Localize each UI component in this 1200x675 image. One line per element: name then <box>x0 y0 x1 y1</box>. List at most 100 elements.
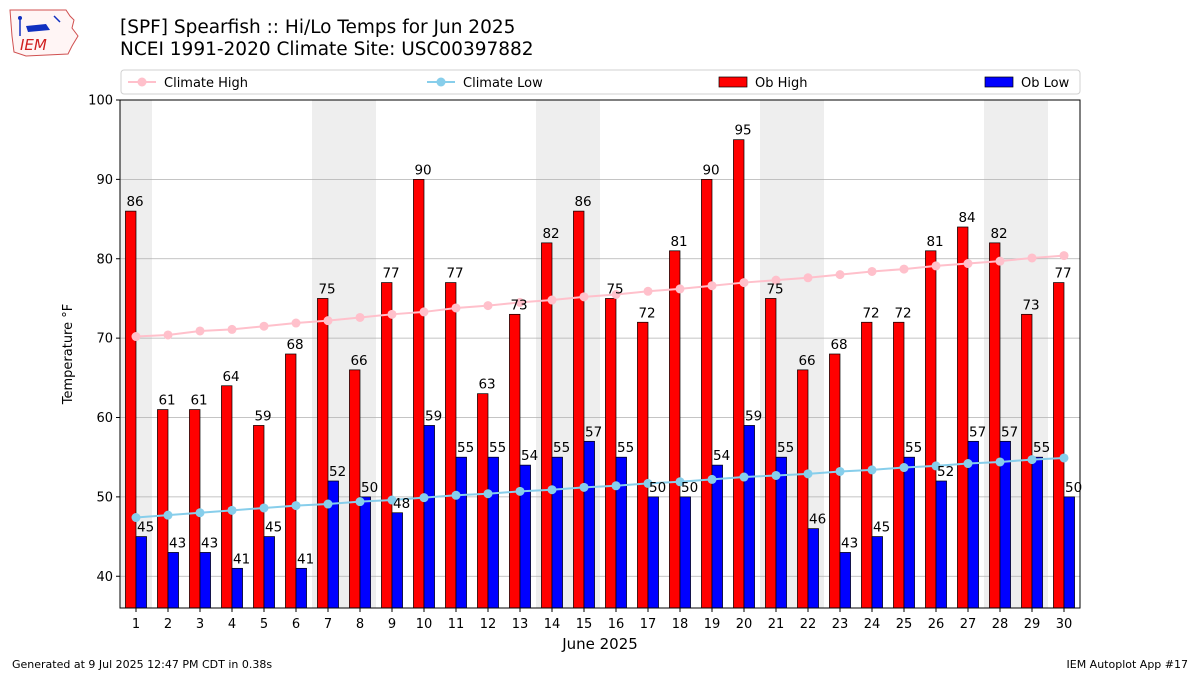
x-tick-label: 30 <box>1056 617 1073 632</box>
climate-high-point <box>867 266 877 276</box>
climate-high-point <box>291 318 301 328</box>
legend: Climate High Climate Low Ob High Ob Low <box>120 69 1081 95</box>
climate-high-point <box>1027 253 1037 263</box>
ob-low-bar <box>551 456 563 609</box>
legend-marker <box>436 77 446 87</box>
ob-high-bar <box>637 321 649 609</box>
x-tick-label: 25 <box>896 617 913 632</box>
climate-high-point <box>707 281 717 291</box>
ob-low-bar <box>935 480 947 609</box>
legend-bar-swatch <box>718 76 748 88</box>
x-tick-label: 27 <box>960 617 977 632</box>
x-tick-label: 20 <box>736 617 753 632</box>
ob-high-bar <box>157 409 169 609</box>
ob-low-bar <box>775 456 787 609</box>
ob-low-label: 41 <box>297 551 314 567</box>
ob-high-bar <box>925 250 937 609</box>
ob-low-label: 50 <box>361 480 378 496</box>
ob-low-label: 55 <box>617 440 634 456</box>
x-tick-label: 22 <box>800 617 817 632</box>
ob-high-label: 81 <box>670 234 687 250</box>
ob-low-bar <box>391 512 403 609</box>
ob-low-bar <box>807 528 819 609</box>
legend-box <box>120 69 1081 95</box>
ob-low-bar <box>423 425 435 609</box>
ob-low-label: 55 <box>777 440 794 456</box>
ob-low-label: 45 <box>137 520 154 536</box>
y-tick-label: 100 <box>88 94 113 109</box>
ob-low-bar <box>583 440 595 609</box>
ob-high-label: 64 <box>222 369 239 385</box>
ob-high-label: 77 <box>446 266 463 282</box>
ob-low-bar <box>903 456 915 609</box>
climate-high-point <box>131 332 141 342</box>
legend-bar-swatch <box>984 76 1014 88</box>
title-line-1: [SPF] Spearfish :: Hi/Lo Temps for Jun 2… <box>120 17 516 38</box>
footer-generated: Generated at 9 Jul 2025 12:47 PM CDT in … <box>12 658 273 671</box>
ob-high-bar <box>1053 282 1065 609</box>
y-tick-label: 70 <box>96 332 113 347</box>
ob-high-label: 73 <box>1022 297 1039 313</box>
ob-high-bar <box>477 393 489 609</box>
climate-high-point <box>771 275 781 285</box>
climate-high-point <box>259 321 269 331</box>
ob-high-bar <box>509 313 521 609</box>
ob-low-bar <box>519 464 531 609</box>
ob-high-bar <box>413 179 425 609</box>
ob-low-label: 55 <box>553 440 570 456</box>
ob-low-bar <box>295 567 307 609</box>
climate-low-point <box>867 465 877 475</box>
ob-low-label: 55 <box>489 440 506 456</box>
x-tick-label: 9 <box>388 617 396 632</box>
ob-high-label: 73 <box>510 297 527 313</box>
ob-high-bar <box>445 282 457 609</box>
ob-high-label: 72 <box>894 305 911 321</box>
ob-high-bar <box>797 369 809 609</box>
ob-low-label: 52 <box>329 464 346 480</box>
ob-high-label: 86 <box>574 194 591 210</box>
y-tick-label: 40 <box>96 570 113 585</box>
climate-lines <box>131 251 1069 523</box>
bars <box>125 139 1075 609</box>
climate-high-point <box>227 324 237 334</box>
ob-low-bar <box>199 552 211 609</box>
climate-high-point <box>515 297 525 307</box>
climate-high-point <box>1059 251 1069 261</box>
climate-low-point <box>611 481 621 491</box>
ob-high-label: 61 <box>158 393 175 409</box>
ob-low-bar <box>167 552 179 609</box>
climate-high-point <box>355 312 365 322</box>
ob-low-label: 57 <box>1001 424 1018 440</box>
ob-low-bar <box>487 456 499 609</box>
ob-low-bar <box>455 456 467 609</box>
climate-low-point <box>515 486 525 496</box>
x-tick-label: 7 <box>324 617 332 632</box>
x-tick-label: 16 <box>608 617 625 632</box>
title-line-2: NCEI 1991-2020 Climate Site: USC00397882 <box>120 39 534 60</box>
x-tick-label: 11 <box>448 617 465 632</box>
ob-high-bar <box>765 298 777 609</box>
ob-low-label: 55 <box>905 440 922 456</box>
climate-high-point <box>611 289 621 299</box>
climate-high-point <box>739 278 749 288</box>
ob-high-bar <box>253 425 265 609</box>
climate-high-point <box>931 261 941 271</box>
x-tick-label: 26 <box>928 617 945 632</box>
x-tick-label: 1 <box>132 617 140 632</box>
x-tick-label: 29 <box>1024 617 1041 632</box>
climate-low-point <box>835 466 845 476</box>
climate-low-point <box>355 497 365 507</box>
ob-high-label: 75 <box>318 281 335 297</box>
ob-high-bar <box>125 210 137 609</box>
x-tick-label: 5 <box>260 617 268 632</box>
climate-low-point <box>323 499 333 509</box>
ob-high-bar <box>701 179 713 609</box>
ob-high-label: 68 <box>830 337 847 353</box>
climate-low-point <box>1059 453 1069 463</box>
climate-low-line <box>135 456 1065 519</box>
climate-low-point <box>1027 455 1037 465</box>
ob-high-bar <box>861 321 873 609</box>
y-axis-label: Temperature °F <box>61 304 76 405</box>
ob-high-label: 59 <box>254 408 271 424</box>
